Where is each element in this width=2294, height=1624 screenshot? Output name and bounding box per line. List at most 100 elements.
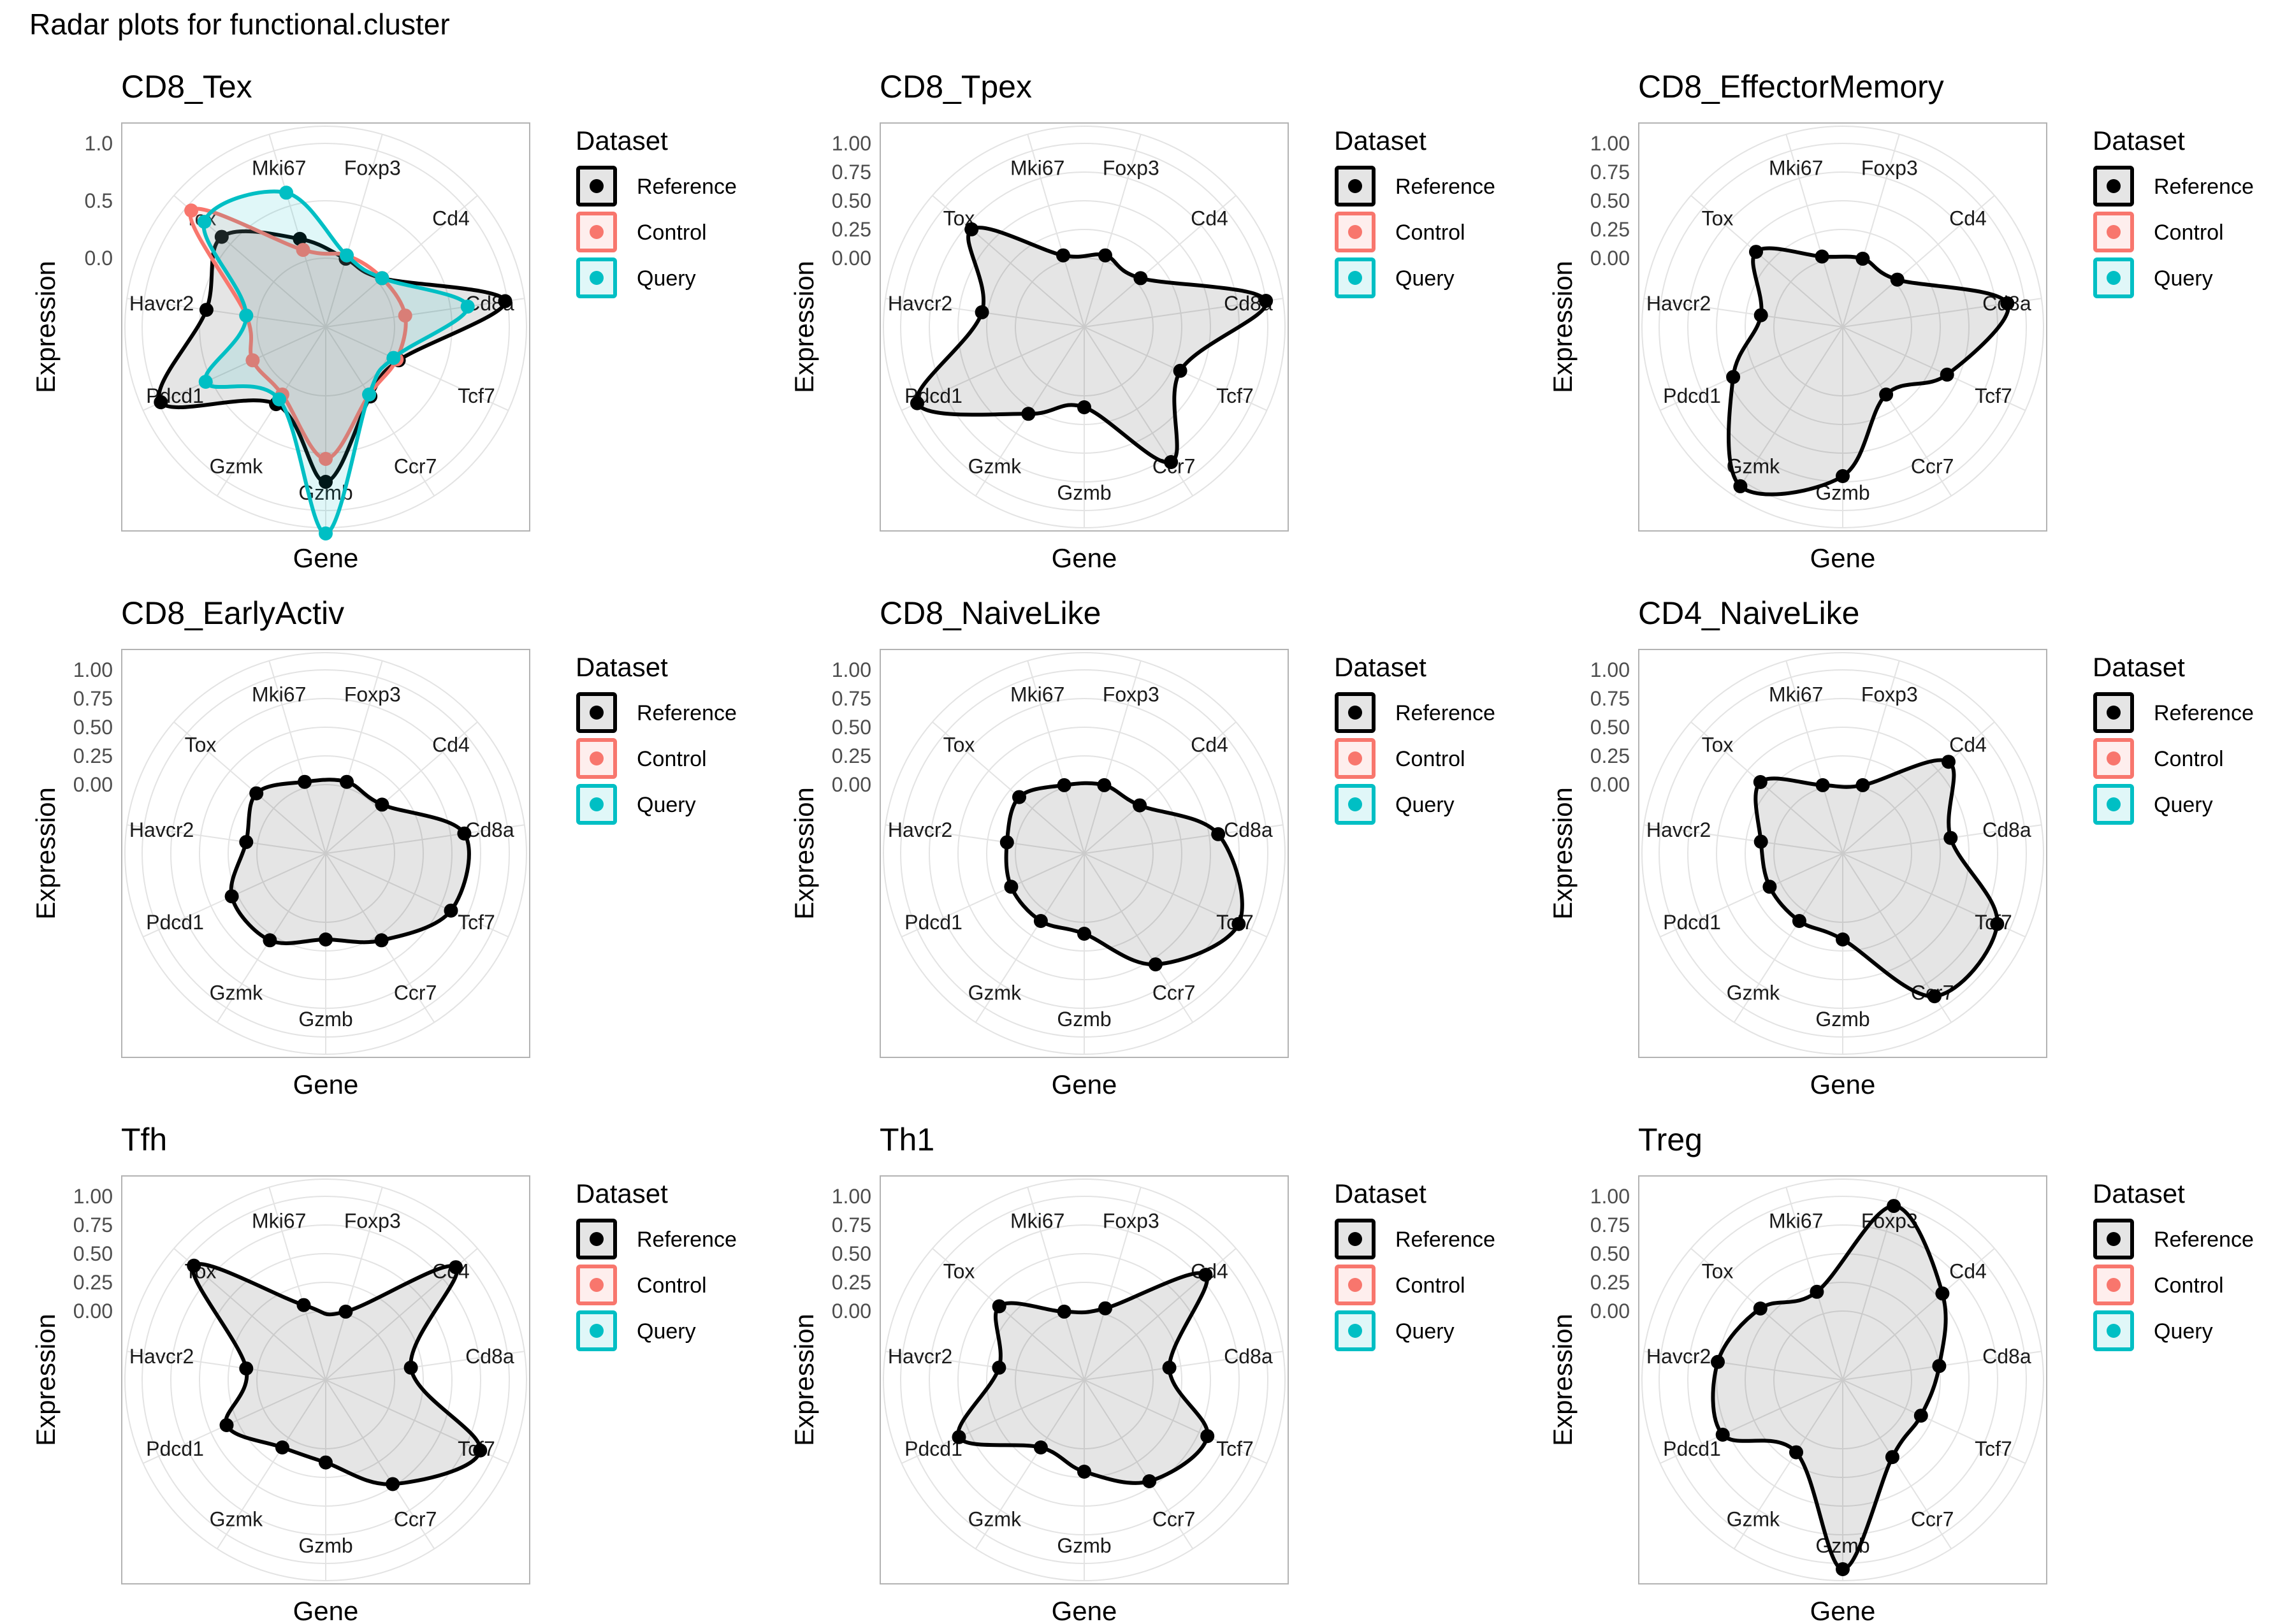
y-tick-label: 0.25 (1590, 744, 1630, 767)
data-point-reference-cd8a (1211, 827, 1226, 841)
y-tick-label: 0.00 (1590, 1300, 1630, 1323)
gene-label-tcf7: Tcf7 (1975, 384, 2012, 407)
data-point-reference-tox (1753, 1301, 1768, 1316)
data-point-query-mki67 (279, 185, 294, 200)
panel-title: Tfh (121, 1122, 167, 1157)
x-axis-label: Gene (1052, 543, 1117, 573)
y-tick-label: 0.75 (832, 161, 871, 184)
gene-label-gzmb: Gzmb (1815, 1008, 1869, 1031)
grid-spoke (173, 721, 326, 854)
page-title: Radar plots for functional.cluster (29, 8, 450, 41)
data-point-reference-mki67 (1056, 248, 1070, 263)
data-point-reference-gzmb (1836, 1562, 1850, 1576)
data-point-reference-tcf7 (473, 1443, 488, 1458)
series-line-reference (915, 226, 1268, 465)
y-axis-label: Expression (31, 1314, 61, 1446)
gene-label-tox: Tox (185, 734, 217, 757)
grid-spoke (325, 134, 383, 328)
grid-spoke (1644, 824, 1843, 854)
grid-spoke (1084, 134, 1142, 328)
gene-label-tox: Tox (1702, 1260, 1734, 1283)
gene-label-cd8a: Cd8a (465, 818, 514, 841)
data-point-reference-gzmb (1836, 932, 1850, 946)
data-point-query-ccr7 (362, 388, 377, 402)
panel-border (1638, 649, 2047, 1058)
data-point-reference-cd8a (2000, 296, 2015, 310)
panel-title: CD8_NaiveLike (880, 595, 1101, 631)
legend-entry-label: Query (637, 793, 696, 817)
y-tick-label: 0.75 (1590, 161, 1630, 184)
radar-panel-treg: TregFoxp3Cd4Cd8aTcf7Ccr7GzmbGzmkPdcd1Hav… (1548, 1122, 2254, 1624)
legend-entry-label: Control (637, 221, 707, 245)
data-point-reference-havcr2 (1753, 308, 1768, 323)
grid-spoke (1842, 194, 1995, 328)
gene-label-gzmk: Gzmk (210, 982, 264, 1004)
legend-entry-label: Reference (2154, 175, 2254, 199)
y-tick-label: 0.50 (73, 716, 113, 739)
series-line-reference (191, 1262, 483, 1486)
data-point-reference-gzmk (1733, 479, 1748, 493)
legend-entry-label: Control (1395, 221, 1465, 245)
series-line-reference (1753, 758, 2000, 999)
grid-spoke (325, 1351, 525, 1381)
data-point-reference-gzmk (263, 933, 277, 948)
gene-label-cd8a: Cd8a (465, 1345, 514, 1368)
legend-entry-reference: Reference (1335, 166, 1495, 207)
gene-label-gzmb: Gzmb (298, 1534, 352, 1557)
grid-spoke (143, 326, 326, 411)
grid-spoke (1842, 1379, 2026, 1464)
legend-key-dot (1348, 706, 1362, 720)
panel-title: CD4_NaiveLike (1638, 595, 1859, 631)
data-point-query-cd8a (460, 300, 475, 314)
grid-spoke (901, 326, 1085, 411)
legend-key-dot (2107, 797, 2121, 811)
grid-spoke (268, 660, 326, 854)
data-point-control-cd8a (398, 308, 412, 323)
legend-key-dot (590, 797, 604, 811)
legend-entry-control: Control (2093, 738, 2224, 779)
gene-label-havcr2: Havcr2 (1646, 818, 1711, 841)
grid-spoke (325, 326, 435, 497)
gene-label-ccr7: Ccr7 (1152, 982, 1196, 1004)
grid-spoke (1842, 660, 1900, 854)
x-axis-label: Gene (293, 1069, 359, 1099)
legend-entry-reference: Reference (2093, 692, 2254, 733)
legend-entry-label: Reference (2154, 1228, 2254, 1252)
gene-label-mki67: Mki67 (252, 1210, 306, 1233)
series-line-query (201, 189, 470, 535)
gene-label-cd8a: Cd8a (1224, 1345, 1273, 1368)
legend-entry-reference: Reference (576, 692, 737, 733)
data-point-reference-mki67 (1810, 1284, 1824, 1299)
legend-key-dot (2107, 225, 2121, 239)
gene-label-mki67: Mki67 (1769, 1210, 1823, 1233)
data-point-reference-cd8a (403, 1360, 418, 1375)
legend-entry-control: Control (2093, 212, 2224, 252)
gene-label-mki67: Mki67 (1769, 683, 1823, 706)
gene-label-mki67: Mki67 (1010, 1210, 1064, 1233)
grid-spoke (325, 660, 383, 854)
series-reference (1753, 755, 2005, 1004)
legend: Dataset Reference Control Query (1334, 1178, 1495, 1351)
grid-spoke (216, 1379, 326, 1549)
y-tick-label: 0.50 (1590, 1242, 1630, 1265)
legend-entry-label: Control (637, 1273, 707, 1298)
legend-entry-query: Query (576, 784, 696, 825)
legend-entry-reference: Reference (2093, 166, 2254, 207)
legend: Dataset Reference Control Query (576, 652, 737, 825)
data-point-reference-tox (1749, 245, 1763, 259)
grid-spoke (325, 1379, 435, 1549)
data-point-reference-pdcd1 (1726, 370, 1741, 384)
gene-label-cd4: Cd4 (432, 734, 470, 757)
y-tick-label: 0.0 (85, 247, 113, 270)
y-tick-label: 0.25 (73, 744, 113, 767)
grid-spoke (885, 824, 1085, 854)
legend-key-dot (1348, 225, 1362, 239)
gene-label-foxp3: Foxp3 (1861, 683, 1918, 706)
data-point-reference-tox (187, 1258, 201, 1273)
panel-title: Treg (1638, 1122, 1702, 1157)
data-point-reference-tcf7 (1231, 917, 1246, 931)
gene-label-gzmb: Gzmb (1057, 1534, 1111, 1557)
series-reference (1726, 245, 2015, 497)
gene-label-pdcd1: Pdcd1 (1663, 911, 1721, 934)
